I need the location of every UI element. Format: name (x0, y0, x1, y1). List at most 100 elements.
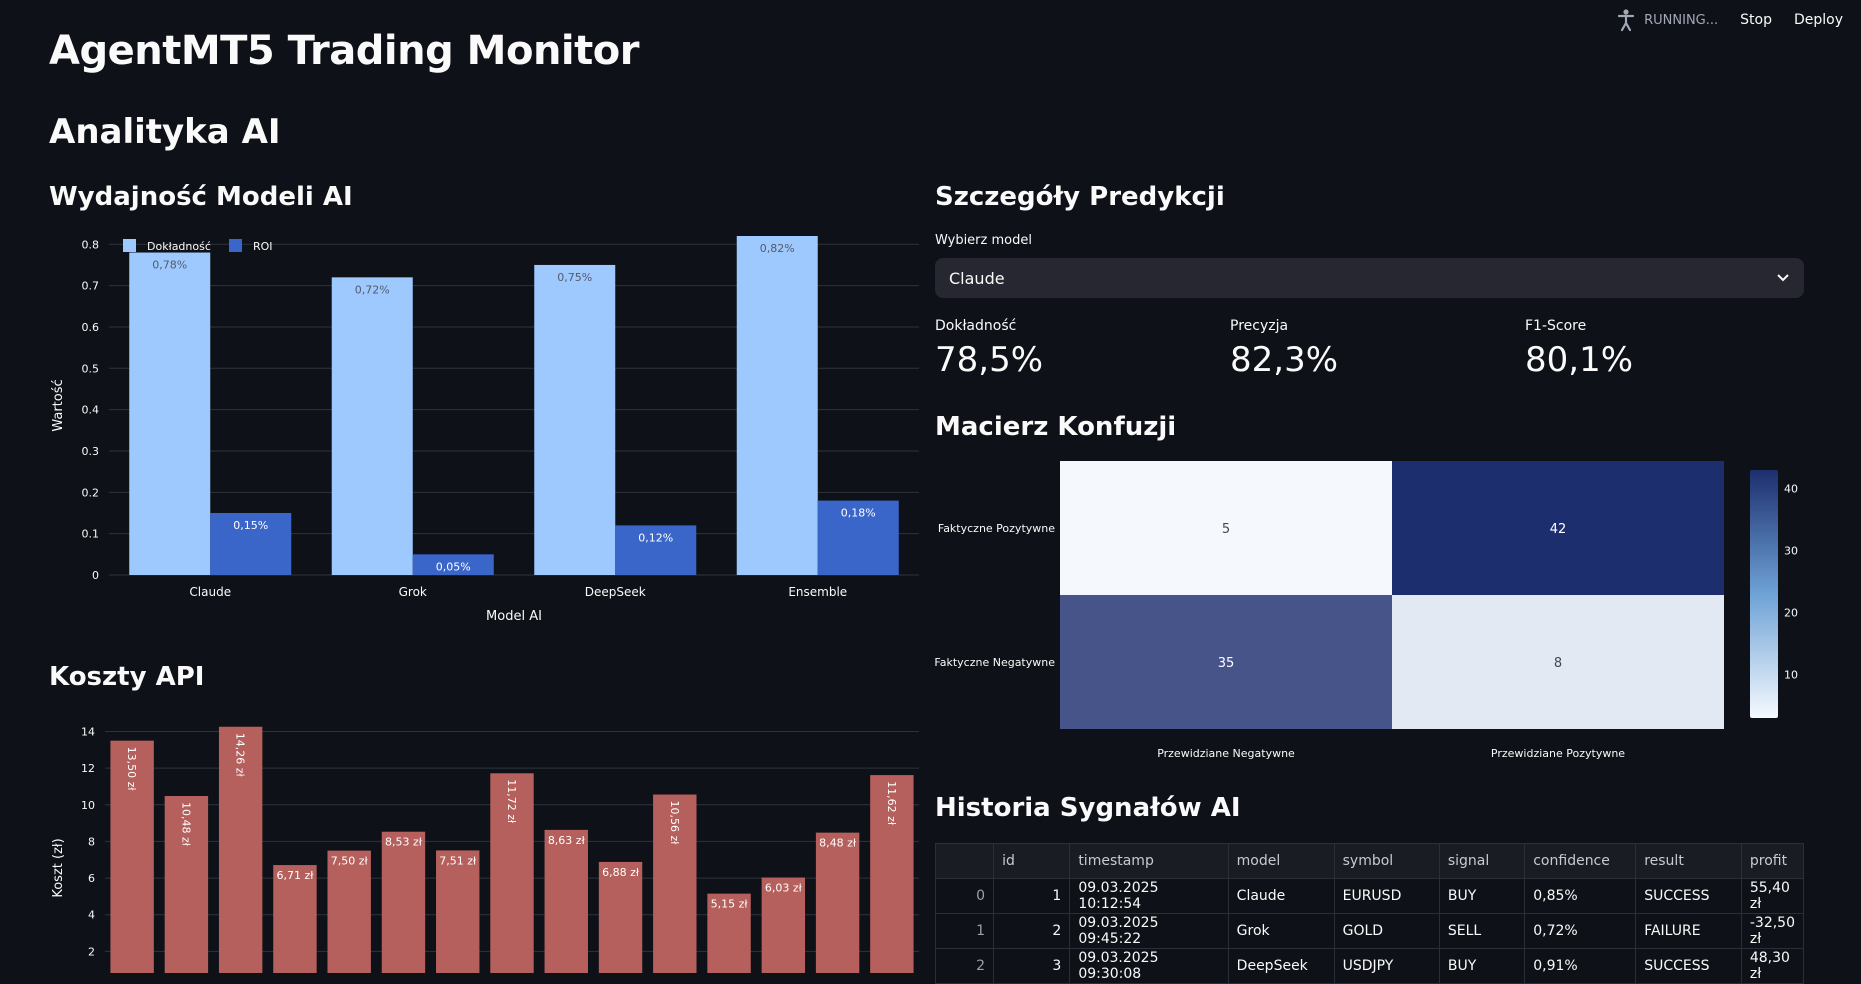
bar-accuracy (129, 252, 211, 575)
colorbar-tick: 40 (1784, 483, 1798, 496)
app-title: AgentMT5 Trading Monitor (49, 28, 639, 74)
x-tick-label: Ensemble (788, 585, 847, 599)
table-header-row: id timestamp model symbol signal confide… (934, 843, 1805, 879)
x-tick-label: DeepSeek (585, 585, 646, 599)
cell-id: 3 (993, 948, 1071, 984)
column-header[interactable] (934, 843, 995, 879)
data-label: 10,56 zł (668, 801, 681, 846)
table-row[interactable]: 2 3 09.03.2025 09:30:08 DeepSeek USDJPY … (934, 948, 1805, 984)
cell-result: FAILURE (1635, 913, 1742, 949)
legend-swatch (229, 239, 242, 252)
model-select[interactable]: Claude (935, 258, 1804, 298)
cost-bar (110, 740, 154, 973)
x-tick-label: Grok (399, 585, 427, 599)
cell-symbol: EURUSD (1333, 878, 1440, 914)
y-tick-label: 14 (81, 725, 95, 738)
model-select-label: Wybierz model (935, 233, 1032, 248)
perf-chart-title: Wydajność Modeli AI (49, 182, 353, 212)
column-header[interactable]: model (1227, 843, 1335, 879)
cell-result: SUCCESS (1635, 948, 1742, 984)
metric-value: 80,1% (1525, 340, 1634, 380)
cost-bar (327, 850, 371, 973)
data-label: 0,72% (355, 283, 390, 296)
deploy-button[interactable]: Deploy (1793, 12, 1843, 28)
data-label: 0,78% (152, 259, 187, 272)
cell-symbol: USDJPY (1333, 948, 1440, 984)
cell-signal: SELL (1438, 913, 1526, 949)
cost-bar (707, 893, 751, 973)
bar-roi (817, 500, 899, 575)
cost-bar (870, 775, 914, 973)
cell-model: DeepSeek (1227, 948, 1335, 984)
bar-roi (615, 525, 697, 575)
legend-swatch (123, 239, 136, 252)
metric-value: 82,3% (1230, 340, 1339, 380)
x-axis-label: Model AI (486, 609, 542, 624)
cell-confidence: 0,85% (1524, 878, 1637, 914)
column-header[interactable]: id (993, 843, 1071, 879)
stop-button[interactable]: Stop (1740, 12, 1772, 28)
y-tick-label: 10 (81, 799, 95, 812)
table-row[interactable]: 0 1 09.03.2025 10:12:54 Claude EURUSD BU… (934, 878, 1805, 914)
y-tick-label: 0.6 (82, 321, 100, 334)
metric-precision: Precyzja 82,3% (1230, 318, 1338, 380)
metric-accuracy: Dokładność 78,5% (935, 318, 1043, 380)
cell-profit: 48,30 zł (1740, 948, 1805, 984)
cell-value: 42 (1550, 522, 1567, 537)
data-label: 14,26 zł (234, 733, 247, 778)
cost-bar (598, 861, 643, 973)
y-axis-label: Koszt (zł) (51, 838, 66, 897)
heatmap-cell (1392, 595, 1724, 729)
heatmap-cell (1060, 595, 1392, 729)
bar-accuracy (534, 264, 616, 575)
row-index: 0 (934, 878, 995, 914)
data-label: 6,88 zł (602, 866, 640, 879)
y-tick-label: 6 (88, 872, 95, 885)
data-label: 6,71 zł (276, 869, 314, 882)
column-header[interactable]: symbol (1333, 843, 1440, 879)
table-row[interactable]: 1 2 09.03.2025 09:45:22 Grok GOLD SELL 0… (934, 913, 1805, 949)
x-tick-label: Claude (189, 585, 231, 599)
perf-bar-chart: 0 0.1 0.2 0.3 0.4 0.5 0.6 0.7 0.8 0,78% 0,15% Claud… (51, 236, 919, 624)
cell-signal: BUY (1438, 878, 1526, 914)
data-label: 8,48 zł (819, 837, 857, 850)
y-tick-label: 2 (88, 945, 95, 958)
data-label: 7,51 zł (439, 854, 477, 867)
data-label: 5,15 zł (711, 898, 749, 911)
running-figure-icon (1618, 9, 1635, 32)
column-header[interactable]: timestamp (1069, 843, 1229, 879)
confusion-heatmap: 5 42 Faktyczne Pozytywne 35 8 Faktyczne Negat… (934, 461, 1798, 760)
metric-value: 78,5% (935, 340, 1044, 380)
row-index: 2 (934, 948, 995, 984)
column-header[interactable]: confidence (1524, 843, 1637, 879)
y-tick-label: 0 (92, 569, 99, 582)
column-header[interactable]: profit (1740, 843, 1805, 879)
colorbar-tick: 10 (1784, 669, 1798, 682)
bar-roi (412, 554, 494, 575)
colorbar (1750, 470, 1778, 718)
section-title: Analityka AI (49, 112, 281, 152)
row-label: Faktyczne Pozytywne (938, 522, 1055, 535)
data-label: 13,50 zł (125, 747, 138, 792)
row-index: 1 (934, 913, 995, 949)
heatmap-cell (1060, 461, 1392, 595)
costs-chart-title: Koszty API (49, 662, 205, 692)
data-label: 8,53 zł (385, 836, 423, 849)
cell-signal: BUY (1438, 948, 1526, 984)
column-header[interactable]: signal (1438, 843, 1526, 879)
data-label: 11,62 zł (885, 781, 898, 826)
cost-bar (164, 795, 209, 973)
cell-confidence: 0,72% (1524, 913, 1637, 949)
running-status: RUNNING... (1616, 8, 1718, 32)
cost-bar (436, 850, 480, 973)
cell-timestamp: 09.03.2025 09:45:22 (1069, 913, 1229, 949)
column-header[interactable]: result (1635, 843, 1742, 879)
y-axis-label: Wartość (51, 379, 66, 431)
cell-confidence: 0,91% (1524, 948, 1637, 984)
costs-bar-chart: 2 4 6 8 10 12 14 13,50 zł 10,48 zł 14,26 zł 6,71 z… (51, 725, 919, 973)
data-label: 6,03 zł (765, 882, 803, 895)
bar-roi (210, 512, 292, 575)
y-tick-label: 8 (88, 835, 95, 848)
cell-value: 5 (1222, 522, 1230, 537)
data-label: 11,72 zł (505, 779, 518, 824)
